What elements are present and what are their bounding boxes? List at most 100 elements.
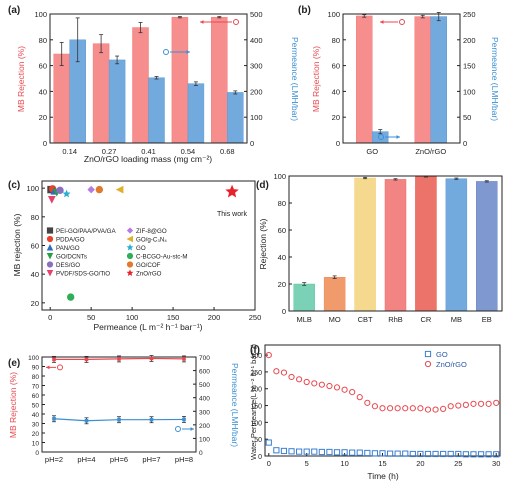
f-series-0-point-17 [394,450,401,457]
c-legend-marker-7 [126,235,134,243]
c-x-tick-label-2: 100 [126,313,139,322]
d-x-tick-label-3: RhB [388,315,403,324]
f-series-0-point-13 [364,449,371,457]
b-x-tick-label-0: GO [366,147,378,156]
b-right-tick-label-3: 150 [463,62,476,71]
e-series-0-point-1 [84,357,89,362]
c-legend-marker-8 [126,243,134,251]
f-series-1-point-16 [386,405,394,412]
d-left-tick-label-2: 40 [278,253,286,262]
c-y-tick-label-4: 100 [26,184,39,193]
b-left-tick-label-1: 20 [332,113,340,122]
c-legend-label-8: GO [136,245,146,252]
e-series-0-point-0 [52,357,56,362]
f-series-1-point-10 [341,386,348,393]
f-x-tick-label-5: 25 [454,459,462,468]
f-series-0-point-16 [386,450,394,457]
e-x-tick-label-1: pH=4 [77,455,95,464]
d-left-tick-label-0: 0 [282,307,286,316]
d-left-tick-label-5: 100 [273,172,286,181]
f-x-tick-label-3: 15 [378,459,386,468]
c-x-label: Permeance (L m⁻² h⁻¹ bar⁻¹) [93,322,202,332]
f-series-1-point-30 [493,399,500,406]
f-series-1-point-28 [477,400,485,407]
e-series-1-point-0 [52,416,56,421]
c-legend-marker-10 [126,261,134,268]
a-rejection-bar-2 [132,27,149,144]
a-right-tick-label-2: 200 [250,87,263,96]
d-x-tick-label-1: MO [329,315,341,324]
c-legend-label-6: ZIF-8@GO [136,228,167,235]
f-legend-marker-0 [424,350,432,358]
c-legend-marker-4 [46,261,54,268]
f-series-1-point-21 [424,406,432,413]
e-panel-label: (e) [8,358,20,369]
b-panel-label: (b) [298,5,311,16]
e-plot-frame [41,356,197,453]
d-bar-3 [384,179,407,312]
c-legend-label-7: GO/g-C₃N₄ [136,237,167,244]
f-series-1-point-2 [280,369,288,376]
f-y-tick-label-3: 150 [250,404,262,411]
f-series-1-point-4 [296,376,303,383]
e-arrow-left-head [46,365,50,370]
c-point-11 [225,184,239,198]
b-right-tick-label-0: 0 [463,139,467,148]
e-right-tick-label-0: 0 [199,450,203,457]
e-y-right-label: Permeance (LMH/bar) [230,363,240,447]
c-legend-marker-9 [126,252,134,260]
c-x-tick-label-3: 150 [167,313,180,322]
f-series-0-point-14 [371,450,379,457]
d-x-tick-label-5: MB [451,315,462,324]
e-series-1-point-1 [84,418,89,423]
a-arrow-left-head [200,20,204,24]
e-arrow-left-dot [57,364,63,371]
f-y-tick-label-2: 100 [250,420,262,427]
b-arrow-left-head [380,20,384,24]
d-bar-2 [354,177,376,312]
a-left-tick-label-0: 0 [43,139,47,148]
a-x-tick-label-2: 0.41 [141,147,156,156]
b-x-tick-label-1: ZnO/rGO [415,147,446,156]
d-x-tick-label-4: CR [421,315,432,324]
d-left-tick-label-4: 80 [278,199,286,208]
e-arrow-right-head [190,427,194,431]
d-plot-frame [288,175,503,312]
c-y-tick-label-1: 40 [31,270,39,279]
f-series-1-point-6 [311,380,318,387]
f-y-tick-label-4: 200 [250,387,262,394]
a-x-label: ZnO/rGO loading mass (mg cm⁻²) [84,154,212,164]
f-series-1-point-9 [333,384,341,391]
d-bar-1 [323,277,346,312]
f-series-1-point-5 [303,378,310,386]
d-bar-6 [476,181,498,312]
e-series-1-point-2 [117,417,121,422]
f-series-1-point-13 [364,399,371,406]
e-left-tick-label-7: 70 [32,384,40,391]
c-legend-marker-0 [46,227,54,234]
a-rejection-bar-0 [53,53,70,144]
b-left-tick-label-2: 40 [332,87,340,96]
e-left-tick-label-2: 20 [32,431,40,438]
d-x-tick-label-6: EB [482,315,492,324]
f-y-label: Water Permeance(L m⁻² h⁻¹ bar⁻¹) [249,344,258,460]
e-series-1-point-4 [182,417,186,422]
f-series-0-point-2 [280,447,288,455]
c-legend-label-1: PDDA/GO [56,237,85,244]
f-x-tick-label-1: 5 [305,459,309,468]
c-y-label: MB rejection (%) [12,213,22,276]
a-permeance-bar-1 [108,59,126,144]
f-series-1-point-3 [288,373,295,381]
b-right-tick-label-4: 200 [463,36,476,45]
c-legend-label-11: ZnO/rGO [136,271,162,278]
c-point-8 [62,189,71,198]
e-right-tick-label-6: 600 [199,369,210,376]
b-right-tick-label-2: 100 [463,87,476,96]
f-series-0-point-8 [326,448,333,456]
a-left-tick-label-5: 100 [34,10,47,19]
b-y-left-label: MB Rejection (%) [311,46,321,112]
f-legend-label-0: GO [436,350,448,359]
d-x-tick-label-0: MLB [297,315,312,324]
a-x-tick-label-1: 0.27 [102,147,117,156]
